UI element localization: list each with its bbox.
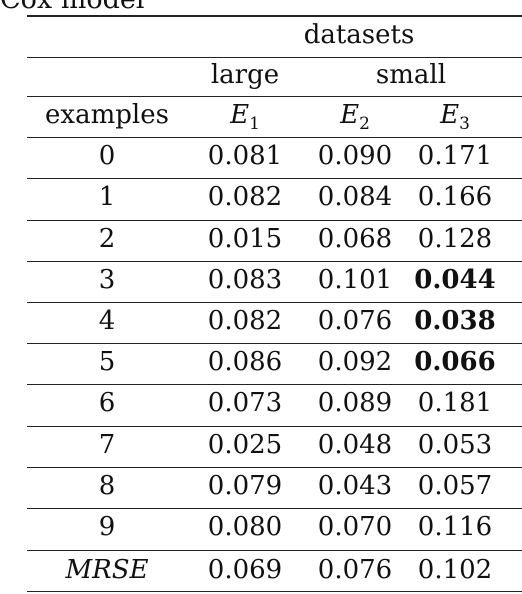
row-label: 8 [98,471,116,501]
row-label: 5 [98,347,116,377]
header-rule-1 [27,57,522,58]
column-header-e2: E2 [340,100,370,134]
bottom-rule [27,591,522,592]
table-cell-e3: 0.181 [417,388,493,418]
subgroup-header-small: small [375,60,447,90]
summary-value-e2: 0.076 [317,555,393,585]
table-cell-e2: 0.043 [317,471,393,501]
table-cell-e3: 0.128 [417,224,493,254]
table-cell-e1: 0.080 [207,512,283,542]
column-header-e3: E3 [440,100,470,134]
table-cell-e2: 0.084 [317,182,393,212]
table-cell-e1: 0.079 [207,471,283,501]
table-cell-e2: 0.076 [317,306,393,336]
row-rule [27,426,522,427]
table-cell-e1: 0.073 [207,388,283,418]
table-cell-e3: 0.171 [417,141,493,171]
group-header-datasets: datasets [303,20,415,50]
table-cell-e3: 0.166 [417,182,493,212]
table-cell-e3: 0.057 [417,471,493,501]
summary-value-e1: 0.069 [207,555,283,585]
row-label: 1 [98,182,116,212]
row-rule [27,261,522,262]
subgroup-header-large: large [210,60,280,90]
header-rule-2 [27,96,522,97]
table-cell-e3: 0.053 [417,430,493,460]
table-cell-e3: 0.066 [414,347,496,377]
row-header-examples: examples [45,100,169,130]
table-cell-e2: 0.101 [317,265,393,295]
table-cell-e2: 0.048 [317,430,393,460]
row-rule [27,178,522,179]
row-label: 6 [98,388,116,418]
table-cell-e1: 0.025 [207,430,283,460]
row-label: 7 [98,430,116,460]
table-caption: Cox model [0,0,144,15]
top-rule [27,15,522,17]
row-rule [27,343,522,344]
table-cell-e2: 0.068 [317,224,393,254]
table-cell-e3: 0.116 [417,512,493,542]
table-cell-e1: 0.082 [207,306,283,336]
row-label: 0 [98,141,116,171]
table-cell-e3: 0.038 [414,306,496,336]
row-label: 3 [98,265,116,295]
column-header-e1: E1 [230,100,260,134]
table-cell-e1: 0.083 [207,265,283,295]
row-rule [27,220,522,221]
row-rule [27,384,522,385]
table-cell-e2: 0.089 [317,388,393,418]
table-cell-e1: 0.086 [207,347,283,377]
summary-label: MRSE [65,555,149,585]
summary-value-e3: 0.102 [417,555,493,585]
table-cell-e2: 0.070 [317,512,393,542]
table-cell-e2: 0.092 [317,347,393,377]
row-rule [27,302,522,303]
row-rule [27,550,522,551]
row-label: 2 [98,224,116,254]
header-rule-3 [27,137,522,138]
table-cell-e2: 0.090 [317,141,393,171]
table-cell-e1: 0.082 [207,182,283,212]
row-label: 4 [98,306,116,336]
table-cell-e1: 0.015 [207,224,283,254]
row-label: 9 [98,512,116,542]
row-rule [27,508,522,509]
table-cell-e3: 0.044 [414,265,496,295]
table-cell-e1: 0.081 [207,141,283,171]
row-rule [27,467,522,468]
